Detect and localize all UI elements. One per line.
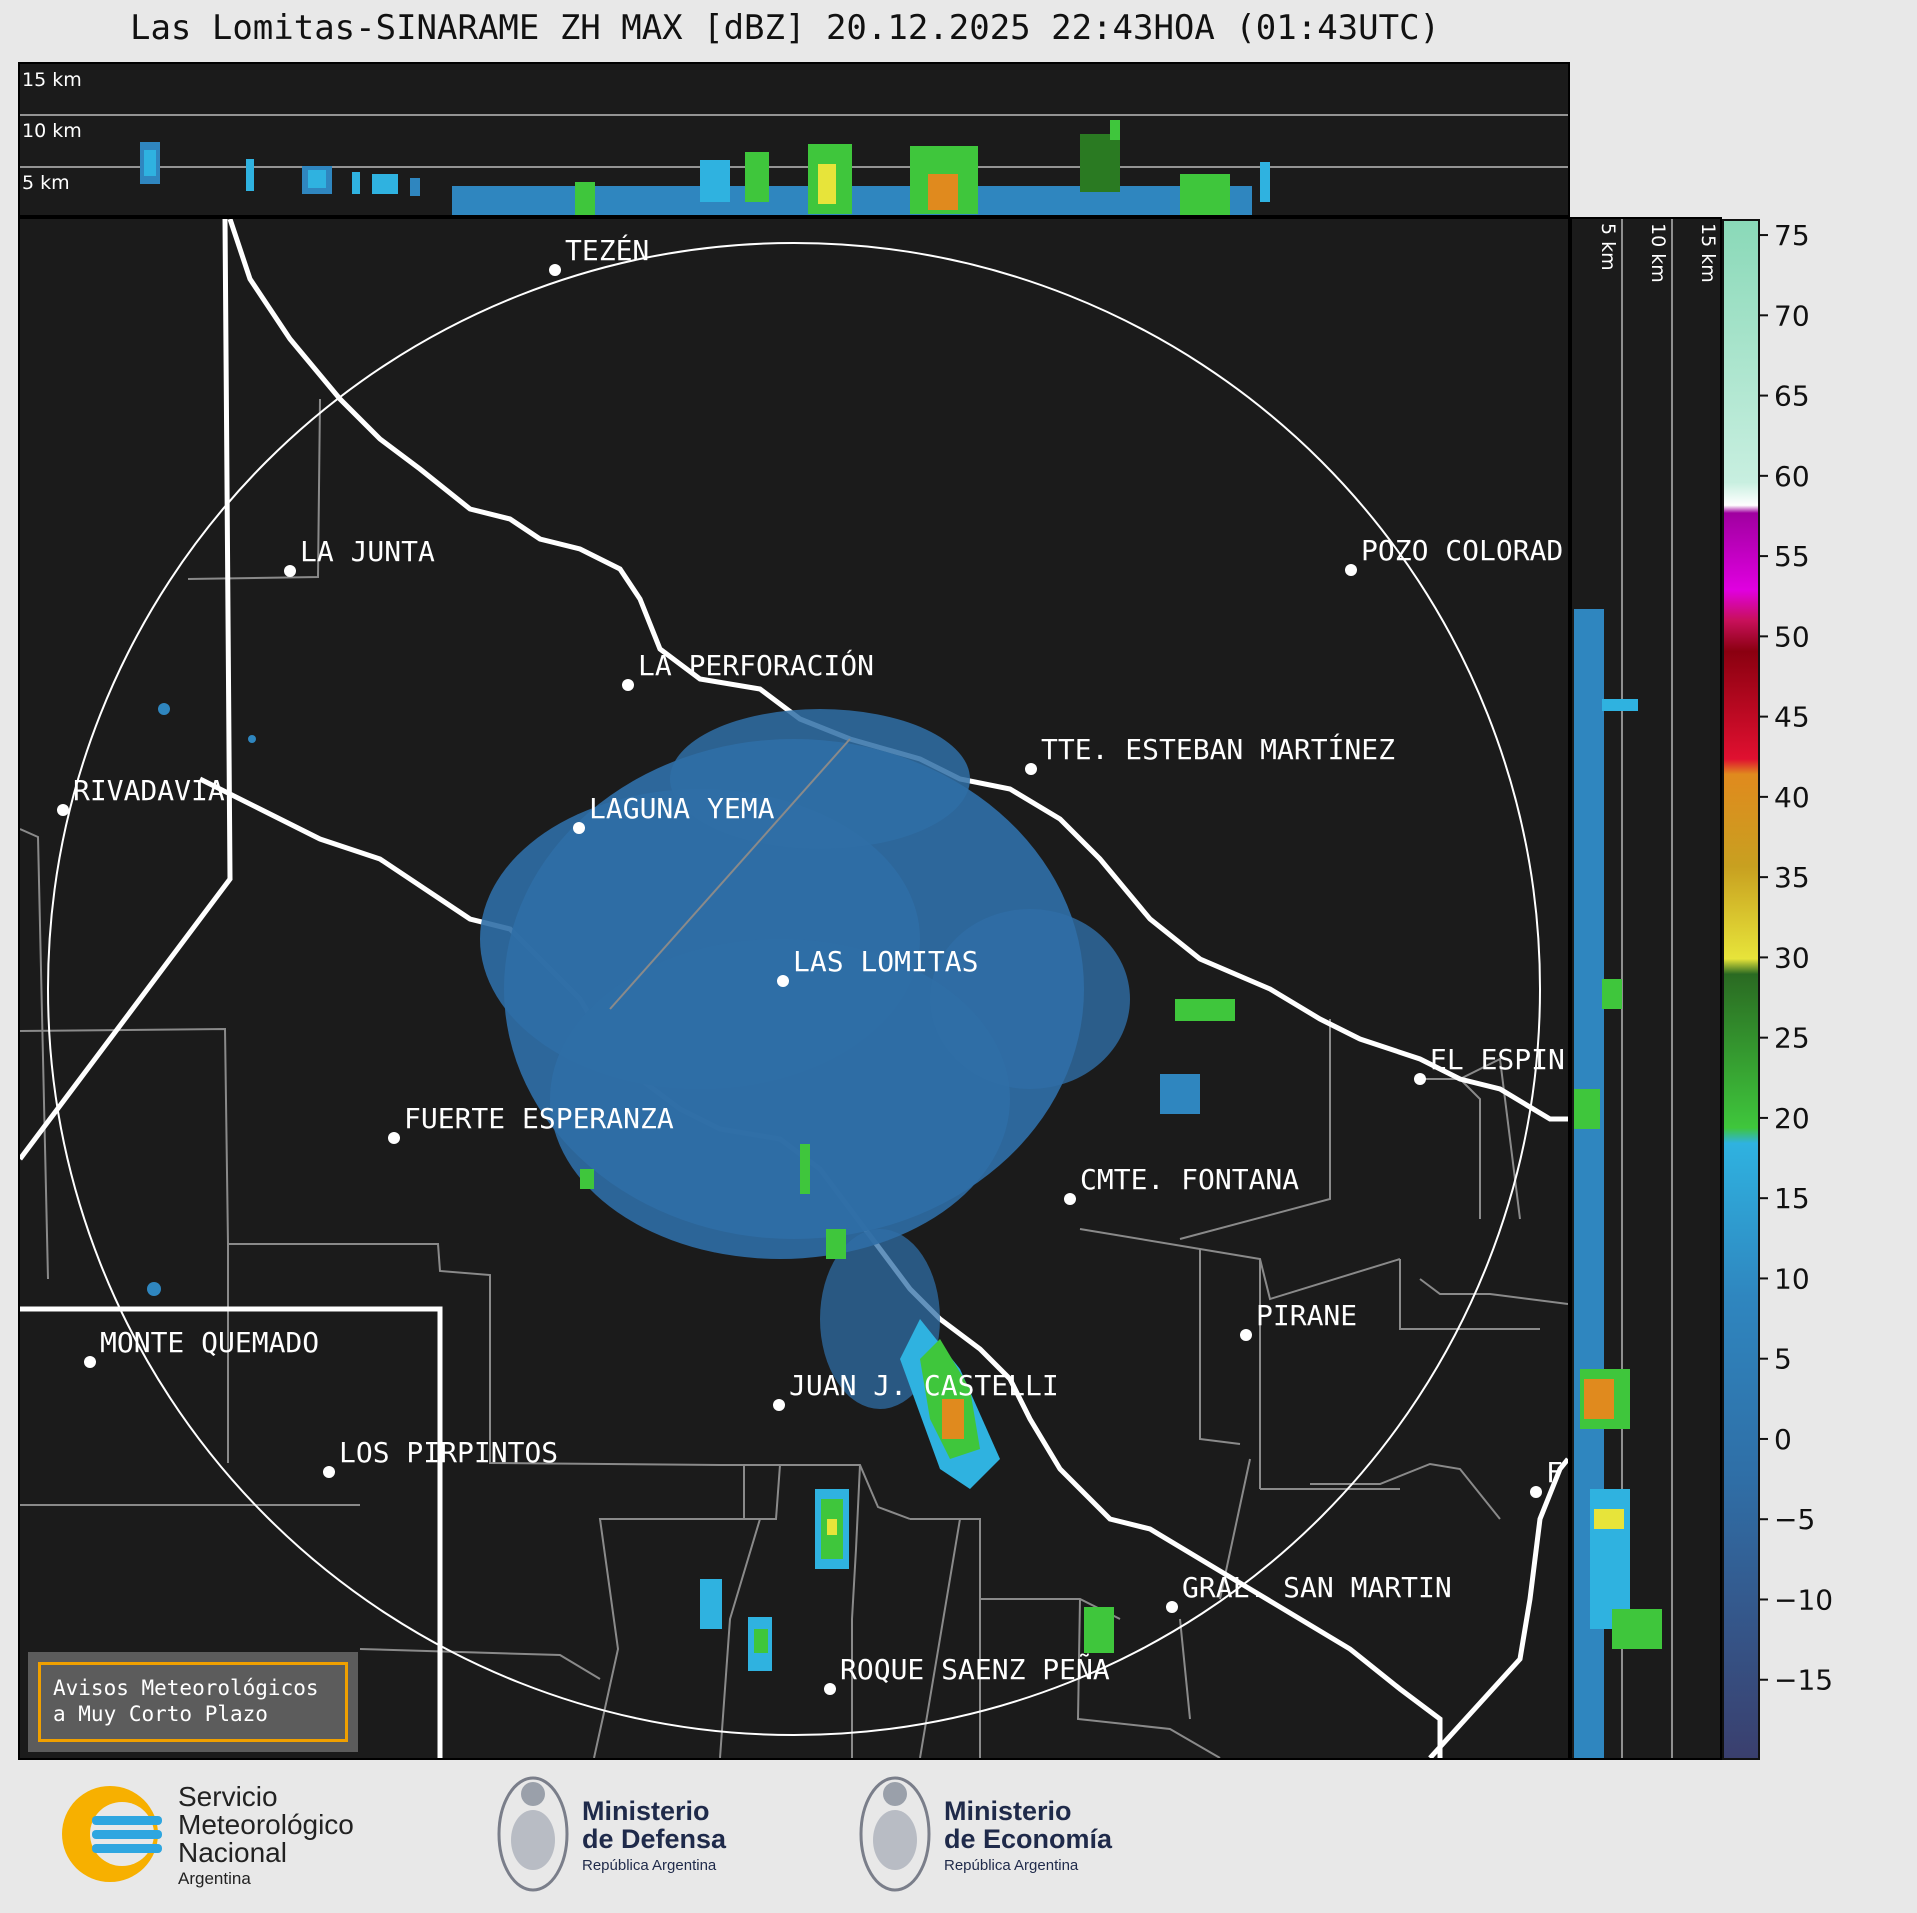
- colorbar-tick-label: 65: [1774, 380, 1810, 413]
- height-label-15km: 15 km: [22, 69, 82, 91]
- colorbar-tick-label: 35: [1774, 861, 1810, 894]
- defensa-line3: República Argentina: [582, 1857, 717, 1874]
- defensa-line2: de Defensa: [582, 1824, 727, 1854]
- colorbar-tick-label: 30: [1774, 941, 1810, 974]
- colorbar-tick-label: 40: [1774, 781, 1810, 814]
- side-height-label-10km: 10 km: [1647, 223, 1669, 283]
- defensa-line1: Ministerio: [582, 1796, 710, 1826]
- side-echo-profile: [1574, 609, 1662, 1809]
- smn-logo: Servicio Meteorológico Nacional Argentin…: [62, 1781, 354, 1888]
- city-label-la-perforacion: LA PERFORACIÓN: [638, 648, 874, 682]
- department-boundaries: [19, 398, 1569, 1759]
- colorbar-tick-label: 55: [1774, 540, 1810, 573]
- dbz-colorbar: [1722, 219, 1760, 1760]
- city-label-cmte-fontana: CMTE. FONTANA: [1080, 1163, 1299, 1196]
- economia-line1: Ministerio: [944, 1796, 1072, 1826]
- colorbar-tick-label: 5: [1774, 1343, 1792, 1376]
- city-label-rivadavia: RIVADAVIA: [73, 774, 225, 807]
- avisos-line1: Avisos Meteorológicos: [53, 1676, 319, 1700]
- side-height-label-15km: 15 km: [1697, 223, 1719, 283]
- side-height-panel: 5 km 10 km 15 km: [1570, 217, 1722, 1809]
- colorbar-tick-label: 0: [1774, 1423, 1792, 1456]
- top-echo-profile: [140, 120, 1270, 218]
- city-label-laguna-yema: LAGUNA YEMA: [589, 792, 775, 825]
- smn-line3: Nacional: [178, 1837, 287, 1868]
- city-label-gral-san-martin: GRAL. SAN MARTIN: [1182, 1571, 1452, 1604]
- city-label-las-lomitas: LAS LOMITAS: [793, 945, 978, 978]
- city-label-tte-esteban-martinez: TTE. ESTEBAN MARTÍNEZ: [1041, 732, 1395, 766]
- footer-logos: Servicio Meteorológico Nacional Argentin…: [0, 1760, 1917, 1909]
- colorbar-tick-label: 45: [1774, 701, 1810, 734]
- side-height-label-5km: 5 km: [1597, 223, 1619, 271]
- radar-echoes: [147, 703, 1235, 1671]
- map-title: Las Lomitas-SINARAME ZH MAX [dBZ] 20.12.…: [129, 8, 1441, 48]
- city-label-roque-saenz-pena: ROQUE SAENZ PEÑA: [840, 1652, 1110, 1686]
- colorbar-tick-label: 15: [1774, 1182, 1810, 1215]
- colorbar-tick-label: 10: [1774, 1262, 1810, 1295]
- city-label-los-pirpintos: LOS PIRPINTOS: [339, 1436, 558, 1469]
- city-label-pozo-colorado: POZO COLORAD: [1361, 534, 1563, 567]
- city-label-tezen: TEZÉN: [565, 233, 649, 267]
- colorbar-tick-label: 25: [1774, 1022, 1810, 1055]
- colorbar-tick-label: 20: [1774, 1102, 1810, 1135]
- city-markers: TEZÉN LA JUNTA POZO COLORAD LA PERFORACI…: [57, 233, 1565, 1695]
- economia-logo: Ministerio de Economía República Argenti…: [859, 1776, 1113, 1892]
- colorbar-tick-label: 70: [1774, 299, 1810, 332]
- avisos-box[interactable]: Avisos Meteorológicos a Muy Corto Plazo: [28, 1652, 358, 1752]
- smn-line4: Argentina: [178, 1869, 251, 1888]
- colorbar-tick-label: 75: [1774, 219, 1810, 252]
- avisos-line2: a Muy Corto Plazo: [53, 1702, 268, 1726]
- radar-map: TEZÉN LA JUNTA POZO COLORAD LA PERFORACI…: [18, 217, 1570, 1760]
- colorbar-tick-label: 60: [1774, 460, 1810, 493]
- city-label-la-junta: LA JUNTA: [300, 535, 435, 568]
- economia-line3: República Argentina: [944, 1857, 1079, 1874]
- city-label-pirane: PIRANE: [1256, 1299, 1357, 1332]
- city-label-monte-quemado: MONTE QUEMADO: [100, 1326, 319, 1359]
- top-height-panel: 15 km 10 km 5 km: [18, 62, 1570, 218]
- city-label-el-espin: EL ESPIN: [1430, 1043, 1565, 1076]
- city-label-fuerte-esperanza: FUERTE ESPERANZA: [404, 1102, 674, 1135]
- height-label-10km: 10 km: [22, 120, 82, 142]
- height-label-5km: 5 km: [22, 172, 70, 194]
- economia-line2: de Economía: [944, 1824, 1113, 1854]
- colorbar-tick-label: −5: [1774, 1503, 1815, 1536]
- city-label-f: F: [1546, 1456, 1563, 1489]
- city-label-juan-j-castelli: JUAN J. CASTELLI: [789, 1369, 1059, 1402]
- smn-line2: Meteorológico: [178, 1809, 354, 1840]
- smn-line1: Servicio: [178, 1781, 278, 1812]
- colorbar-tick-label: −10: [1774, 1583, 1833, 1616]
- defensa-logo: Ministerio de Defensa República Argentin…: [497, 1776, 727, 1892]
- colorbar-tick-label: 50: [1774, 620, 1810, 653]
- colorbar-tick-label: −15: [1774, 1664, 1833, 1697]
- radar-range-ring: [47, 242, 1541, 1736]
